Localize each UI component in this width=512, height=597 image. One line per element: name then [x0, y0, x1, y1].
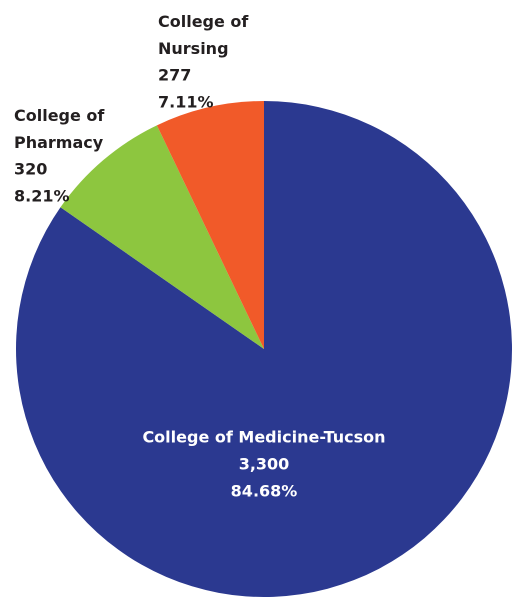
slice-label-percent: 8.21% — [14, 187, 70, 206]
slice-label-value: 277 — [158, 66, 191, 85]
slice-label-value: 3,300 — [239, 455, 290, 474]
slice-label-percent: 84.68% — [231, 482, 298, 501]
slice-label-value: 320 — [14, 160, 47, 179]
slice-label-percent: 7.11% — [158, 93, 214, 112]
pie-slice — [156, 101, 264, 349]
pie-slice — [15, 101, 512, 597]
slice-label-name: College of Medicine-Tucson — [142, 428, 385, 447]
pie-slice — [60, 125, 264, 350]
slice-label-name: College of Pharmacy — [14, 106, 105, 152]
slice-label-name: College of Nursing — [158, 12, 249, 58]
